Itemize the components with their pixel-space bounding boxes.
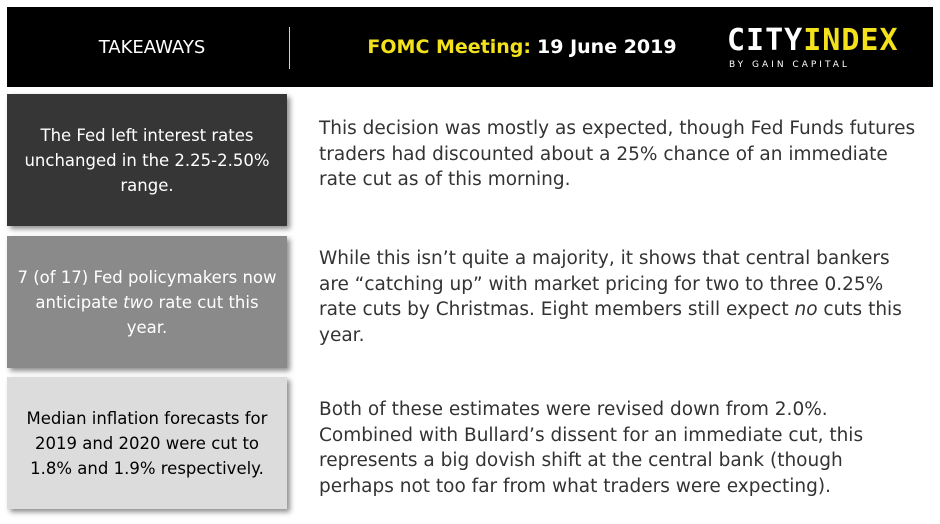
takeaway-detail-policymakers: While this isn’t quite a majority, it sh…: [319, 246, 919, 348]
takeaway-box-policymakers: 7 (of 17) Fed policymakers now anticipat…: [7, 236, 287, 368]
logo-subtitle: BY GAIN CAPITAL: [729, 60, 850, 70]
meeting-label: FOMC Meeting:: [367, 36, 532, 58]
takeaway-detail-inflation: Both of these estimates were revised dow…: [319, 399, 864, 497]
summary-emphasis: two: [123, 292, 154, 312]
header-bar: TAKEAWAYS FOMC Meeting: 19 June 2019 CIT…: [7, 7, 933, 87]
city-index-logo: CITYINDEX BY GAIN CAPITAL: [727, 26, 902, 74]
logo-city: CITY: [727, 23, 804, 58]
takeaway-box-rates: The Fed left interest rates unchanged in…: [7, 94, 287, 226]
takeaway-detail-rates: This decision was mostly as expected, th…: [319, 118, 916, 190]
detail-text-after: cuts this year.: [319, 299, 902, 346]
logo-index: INDEX: [803, 23, 899, 58]
takeaway-summary-rates: The Fed left interest rates unchanged in…: [24, 125, 270, 195]
summary-text-after: rate cut this year.: [126, 292, 259, 337]
takeaway-summary-inflation: Median inflation forecasts for 2019 and …: [26, 408, 268, 478]
header-divider: [289, 27, 290, 69]
takeaway-box-inflation: Median inflation forecasts for 2019 and …: [7, 377, 287, 509]
meeting-title: FOMC Meeting: 19 June 2019: [327, 7, 717, 87]
detail-emphasis: no: [794, 299, 818, 320]
detail-text-before: While this isn’t quite a majority, it sh…: [319, 248, 890, 320]
summary-text-before: 7 (of 17) Fed policymakers now anticipat…: [17, 267, 277, 312]
logo-wordmark: CITYINDEX: [727, 26, 902, 56]
takeaways-label: TAKEAWAYS: [98, 36, 206, 58]
meeting-date: 19 June 2019: [537, 36, 677, 58]
takeaway-summary-policymakers: 7 (of 17) Fed policymakers now anticipat…: [15, 265, 279, 340]
